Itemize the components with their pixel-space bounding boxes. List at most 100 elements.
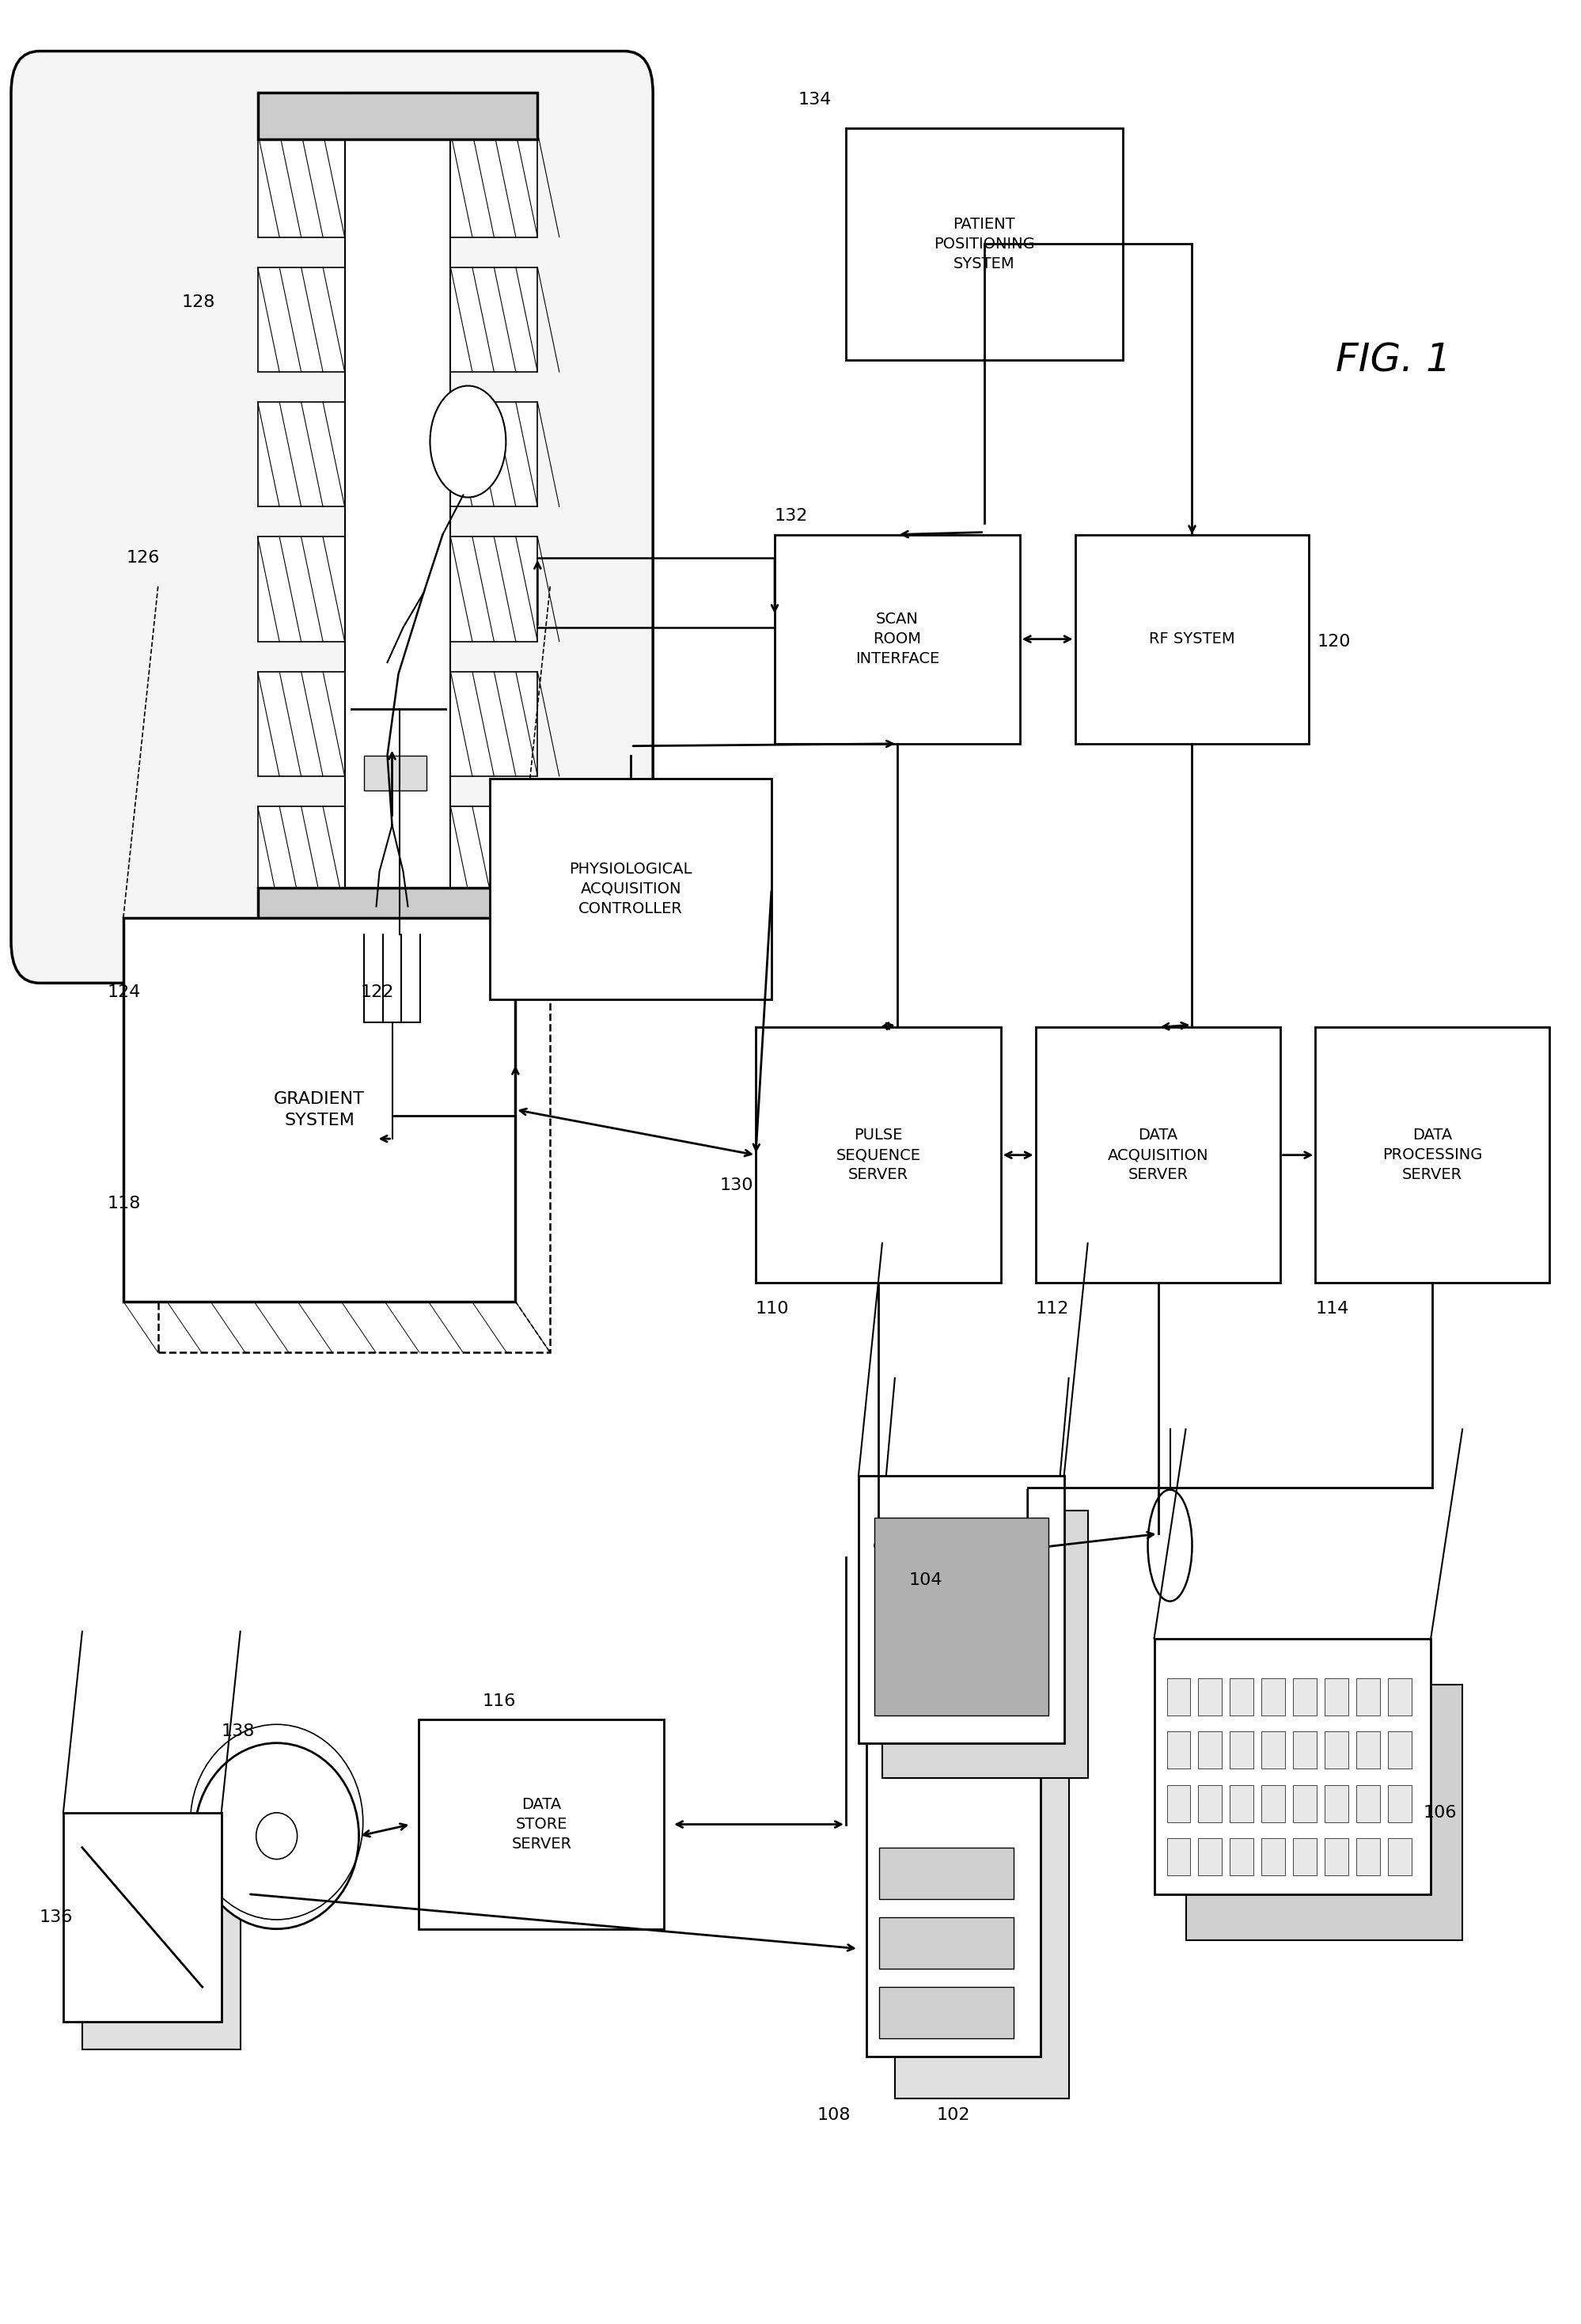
Bar (258, 402, 345, 507)
Bar (1293, 1785, 1317, 1822)
Bar (1356, 1838, 1380, 1875)
Text: 122: 122 (360, 985, 394, 999)
Bar (874, 1518, 1048, 1715)
Text: GRADIENT
SYSTEM: GRADIENT SYSTEM (274, 1092, 365, 1127)
Bar (1388, 1838, 1412, 1875)
Bar (345, 93, 451, 934)
Ellipse shape (194, 1743, 359, 1929)
Bar (258, 93, 538, 139)
Bar (1198, 1838, 1222, 1875)
Bar (756, 1027, 1001, 1283)
Bar (846, 128, 1123, 360)
Bar (1356, 1731, 1380, 1769)
Text: PHYSIOLOGICAL
ACQUISITION
CONTROLLER: PHYSIOLOGICAL ACQUISITION CONTROLLER (569, 862, 692, 916)
Bar (1293, 1838, 1317, 1875)
Text: DATA
ACQUISITION
SERVER: DATA ACQUISITION SERVER (1108, 1127, 1208, 1183)
Bar (1262, 1838, 1285, 1875)
Bar (895, 1738, 1069, 2099)
Circle shape (430, 386, 506, 497)
Bar (419, 1720, 664, 1929)
Text: 106: 106 (1423, 1806, 1456, 1820)
Bar (364, 755, 427, 790)
Text: 138: 138 (221, 1724, 255, 1738)
Bar (1036, 1027, 1281, 1283)
Bar (451, 402, 538, 507)
Text: DATA
STORE
SERVER: DATA STORE SERVER (511, 1796, 572, 1852)
Bar (1167, 1731, 1190, 1769)
Text: 114: 114 (1315, 1301, 1349, 1315)
Bar (879, 1917, 1013, 1968)
Text: 116: 116 (482, 1694, 515, 1708)
Bar (258, 132, 345, 237)
Bar (1262, 1785, 1285, 1822)
Text: 134: 134 (798, 93, 832, 107)
Bar (879, 1987, 1013, 2038)
Bar (1198, 1785, 1222, 1822)
Bar (1356, 1785, 1380, 1822)
Bar (1325, 1838, 1349, 1875)
Text: RF SYSTEM: RF SYSTEM (1149, 632, 1235, 646)
Text: 102: 102 (936, 2108, 971, 2122)
Bar (451, 537, 538, 641)
Bar (1230, 1838, 1254, 1875)
Text: SCAN
ROOM
INTERFACE: SCAN ROOM INTERFACE (855, 611, 939, 667)
Bar (258, 537, 345, 641)
Text: 130: 130 (719, 1178, 753, 1192)
Bar (1075, 535, 1309, 744)
Text: PATIENT
POSITIONING
SYSTEM: PATIENT POSITIONING SYSTEM (934, 216, 1034, 272)
Bar (451, 267, 538, 372)
Text: 124: 124 (108, 985, 141, 999)
Text: DATA
PROCESSING
SERVER: DATA PROCESSING SERVER (1382, 1127, 1483, 1183)
Text: 128: 128 (182, 295, 215, 309)
Bar (1325, 1731, 1349, 1769)
Bar (123, 918, 515, 1301)
Bar (63, 1813, 221, 2022)
Bar (82, 1841, 240, 2050)
Bar (258, 267, 345, 372)
Bar (1388, 1678, 1412, 1715)
FancyBboxPatch shape (11, 51, 653, 983)
Bar (1356, 1678, 1380, 1715)
Bar (775, 535, 1020, 744)
Bar (1388, 1731, 1412, 1769)
Bar (1262, 1731, 1285, 1769)
Bar (258, 806, 345, 911)
Text: 108: 108 (817, 2108, 851, 2122)
Text: FIG. 1: FIG. 1 (1336, 342, 1451, 379)
Bar (1198, 1731, 1222, 1769)
Text: 126: 126 (126, 551, 160, 565)
Bar (258, 672, 345, 776)
Bar (1154, 1638, 1431, 1894)
Text: 136: 136 (40, 1910, 73, 1924)
Bar (451, 806, 538, 911)
Bar (258, 888, 538, 934)
Bar (1230, 1731, 1254, 1769)
Bar (451, 672, 538, 776)
Bar (490, 779, 772, 999)
Bar (1293, 1678, 1317, 1715)
Bar (1230, 1785, 1254, 1822)
Bar (879, 1848, 1013, 1899)
Text: 112: 112 (1036, 1301, 1069, 1315)
Bar (1325, 1678, 1349, 1715)
Text: 104: 104 (909, 1573, 942, 1587)
Bar (1325, 1785, 1349, 1822)
Text: 118: 118 (108, 1197, 141, 1211)
Bar (1186, 1685, 1462, 1941)
Bar (1167, 1838, 1190, 1875)
Bar (1230, 1678, 1254, 1715)
Bar (1167, 1785, 1190, 1822)
Bar (1167, 1678, 1190, 1715)
Bar (1198, 1678, 1222, 1715)
Text: 120: 120 (1317, 634, 1350, 648)
Bar (1262, 1678, 1285, 1715)
Bar (866, 1697, 1040, 2057)
Text: PULSE
SEQUENCE
SERVER: PULSE SEQUENCE SERVER (836, 1127, 920, 1183)
Text: 132: 132 (775, 509, 808, 523)
Bar (1315, 1027, 1549, 1283)
Bar (451, 132, 538, 237)
Text: 110: 110 (756, 1301, 789, 1315)
Bar (158, 969, 550, 1353)
Bar (1293, 1731, 1317, 1769)
Bar (882, 1511, 1088, 1778)
